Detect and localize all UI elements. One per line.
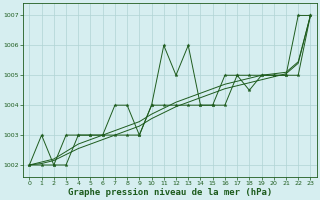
X-axis label: Graphe pression niveau de la mer (hPa): Graphe pression niveau de la mer (hPa) [68,188,272,197]
